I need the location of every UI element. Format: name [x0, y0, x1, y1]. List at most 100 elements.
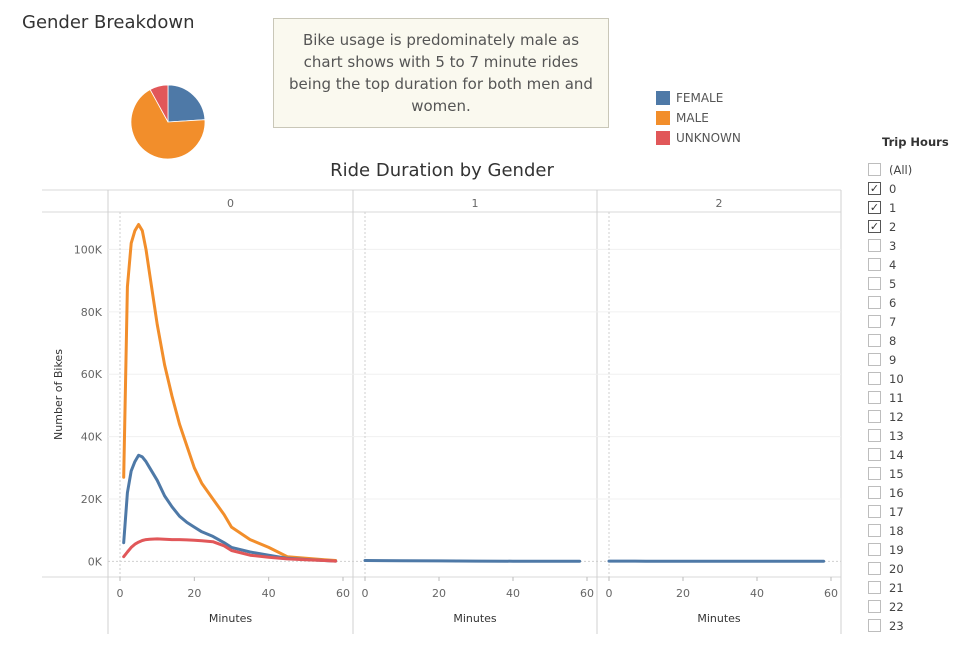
x-axis-label: Minutes [697, 612, 741, 625]
filter-checkbox[interactable] [868, 353, 881, 366]
filter-checkbox[interactable] [868, 543, 881, 556]
x-tick-label: 60 [336, 587, 350, 600]
filter-checkbox[interactable] [868, 448, 881, 461]
x-tick-label: 0 [117, 587, 124, 600]
filter-checkbox[interactable] [868, 391, 881, 404]
filter-checkbox[interactable] [868, 163, 881, 176]
filter-checkbox[interactable] [868, 372, 881, 385]
panel-header: 1 [472, 197, 479, 210]
ride-duration-chart: Ride Duration by Gender0K20K40K60K80K100… [42, 160, 842, 634]
filter-item[interactable]: 9 [868, 350, 964, 369]
trip-hours-filter: Trip Hours (All) ✓ 0 ✓ 1 ✓ 2 3 4 5 6 7 8 9 10 11 12 13 14 1… [868, 135, 964, 635]
y-axis-label: Number of Bikes [52, 349, 65, 440]
x-tick-label: 20 [432, 587, 446, 600]
filter-checkbox[interactable]: ✓ [868, 220, 881, 233]
filter-checkbox[interactable] [868, 239, 881, 252]
y-tick-label: 60K [81, 368, 103, 381]
filter-item[interactable]: 12 [868, 407, 964, 426]
filter-checkbox[interactable] [868, 315, 881, 328]
filter-item-label: 4 [889, 257, 897, 272]
filter-item-label: 19 [889, 542, 904, 557]
filter-checkbox[interactable] [868, 486, 881, 499]
filter-checkbox[interactable] [868, 334, 881, 347]
x-tick-label: 40 [750, 587, 764, 600]
filter-checkbox[interactable] [868, 562, 881, 575]
x-axis-label: Minutes [453, 612, 497, 625]
filter-checkbox[interactable] [868, 296, 881, 309]
filter-item-label: 0 [889, 181, 897, 196]
x-tick-label: 20 [676, 587, 690, 600]
filter-checkbox[interactable] [868, 277, 881, 290]
filter-item[interactable]: 18 [868, 521, 964, 540]
filter-item[interactable]: 14 [868, 445, 964, 464]
filter-item-label: 2 [889, 219, 897, 234]
legend-item-unknown[interactable]: UNKNOWN [656, 128, 741, 148]
legend-item-female[interactable]: FEMALE [656, 88, 741, 108]
filter-item[interactable]: 11 [868, 388, 964, 407]
filter-item[interactable]: 3 [868, 236, 964, 255]
y-tick-label: 100K [74, 243, 103, 256]
dashboard-title: Gender Breakdown [22, 12, 195, 33]
filter-item[interactable]: 8 [868, 331, 964, 350]
filter-item-label: 11 [889, 390, 904, 405]
pie-slice-male[interactable] [130, 89, 206, 160]
filter-item[interactable]: ✓ 0 [868, 179, 964, 198]
filter-item-label: 20 [889, 561, 904, 576]
series-line-male-panel-0[interactable] [122, 223, 338, 562]
legend-item-male[interactable]: MALE [656, 108, 741, 128]
x-axis-label: Minutes [209, 612, 253, 625]
filter-item-label: 14 [889, 447, 904, 462]
filter-checkbox[interactable] [868, 600, 881, 613]
filter-checkbox[interactable] [868, 505, 881, 518]
filter-item[interactable]: (All) [868, 160, 964, 179]
filter-checkbox[interactable]: ✓ [868, 201, 881, 214]
filter-item[interactable]: 5 [868, 274, 964, 293]
series-line-female-panel-0[interactable] [122, 453, 338, 563]
filter-item[interactable]: ✓ 2 [868, 217, 964, 236]
filter-item[interactable]: 13 [868, 426, 964, 445]
pie-slice-female[interactable] [167, 84, 206, 123]
x-tick-label: 40 [506, 587, 520, 600]
filter-item[interactable]: 6 [868, 293, 964, 312]
pie-slice-unknown[interactable] [149, 84, 169, 123]
filter-item[interactable]: 10 [868, 369, 964, 388]
filter-title: Trip Hours [882, 135, 949, 149]
filter-item[interactable]: ✓ 1 [868, 198, 964, 217]
filter-checkbox[interactable]: ✓ [868, 182, 881, 195]
filter-item[interactable]: 19 [868, 540, 964, 559]
legend-swatch-female [656, 91, 670, 105]
filter-checkbox[interactable] [868, 467, 881, 480]
x-tick-label: 0 [606, 587, 613, 600]
x-tick-label: 60 [824, 587, 838, 600]
filter-item-label: 22 [889, 599, 904, 614]
legend-swatch-male [656, 111, 670, 125]
gender-pie-chart [130, 84, 206, 160]
filter-list: (All) ✓ 0 ✓ 1 ✓ 2 3 4 5 6 7 8 9 10 11 12 13 14 15 16 17 18 19 20… [868, 160, 964, 635]
filter-item[interactable]: 21 [868, 578, 964, 597]
filter-item[interactable]: 17 [868, 502, 964, 521]
filter-item[interactable]: 22 [868, 597, 964, 616]
filter-checkbox[interactable] [868, 524, 881, 537]
filter-item[interactable]: 16 [868, 483, 964, 502]
filter-item-label: 15 [889, 466, 904, 481]
x-tick-label: 60 [580, 587, 594, 600]
series-line-unknown-panel-0[interactable] [122, 537, 338, 563]
filter-checkbox[interactable] [868, 581, 881, 594]
y-tick-label: 20K [81, 493, 103, 506]
filter-checkbox[interactable] [868, 258, 881, 271]
filter-item-label: 10 [889, 371, 904, 386]
filter-item-label: 17 [889, 504, 904, 519]
filter-checkbox[interactable] [868, 410, 881, 423]
x-tick-label: 40 [262, 587, 276, 600]
filter-item[interactable]: 23 [868, 616, 964, 635]
filter-item-label: 8 [889, 333, 897, 348]
panel-header: 0 [227, 197, 234, 210]
filter-item[interactable]: 15 [868, 464, 964, 483]
filter-checkbox[interactable] [868, 429, 881, 442]
series-line-female-panel-1[interactable] [363, 559, 582, 563]
filter-checkbox[interactable] [868, 619, 881, 632]
filter-item[interactable]: 7 [868, 312, 964, 331]
filter-item[interactable]: 20 [868, 559, 964, 578]
filter-item[interactable]: 4 [868, 255, 964, 274]
filter-item-label: 7 [889, 314, 897, 329]
